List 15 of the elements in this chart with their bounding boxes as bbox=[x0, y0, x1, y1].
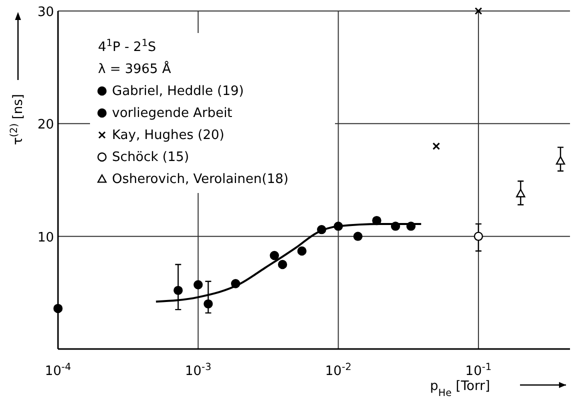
x-axis-title: p$_{He}$ [Torr] bbox=[430, 379, 490, 398]
y-tick-label: 30 bbox=[37, 5, 54, 20]
x-tick-label: 10$^{-3}$ bbox=[185, 362, 212, 379]
y-tick-label: 20 bbox=[37, 118, 54, 133]
legend-label: Schöck (15) bbox=[112, 150, 190, 165]
x-tick-label: 10$^{-2}$ bbox=[325, 362, 352, 379]
x-tick-label: 10$^{-4}$ bbox=[44, 362, 72, 379]
legend-label: Osherovich, Verolainen(18) bbox=[112, 172, 288, 187]
legend-label: Gabriel, Heddle (19) bbox=[112, 84, 244, 99]
legend-label: Kay, Hughes (20) bbox=[112, 128, 224, 143]
y-tick-label: 10 bbox=[37, 230, 54, 246]
annotation: 4$^{1}$P - 2$^{1}$S bbox=[98, 38, 156, 55]
legend-label: vorliegende Arbeit bbox=[112, 106, 232, 121]
x-tick-label: 10$^{-1}$ bbox=[465, 362, 492, 379]
annotation: λ = 3965 Å bbox=[98, 60, 172, 77]
